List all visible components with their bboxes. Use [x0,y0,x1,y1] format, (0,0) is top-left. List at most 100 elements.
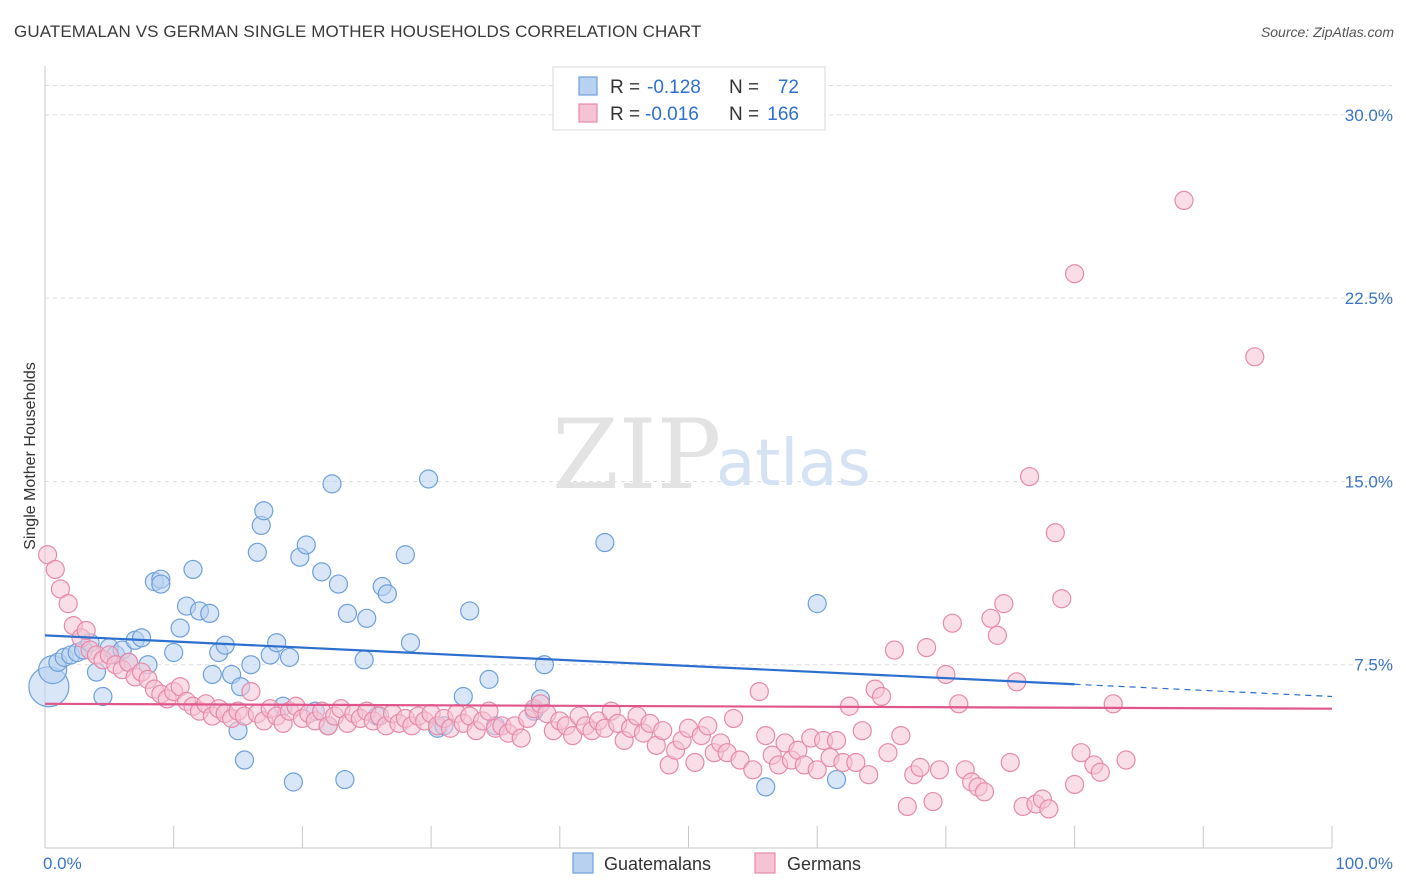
guatemalan-point-15 [131,628,152,648]
legend-r-value-2: -0.016 [645,104,699,125]
trend-germans [44,702,1333,710]
guatemalan-point-71 [826,769,847,790]
guatemalan-point-19 [151,574,171,594]
german-point-101 [685,752,705,773]
legend-r-label-2: R = [610,104,640,125]
guatemalan-point-50 [337,603,358,624]
guatemalan-point-41 [283,772,303,792]
guatemalan-point-23 [183,559,203,580]
guatemalan-point-70 [807,594,827,614]
bottom-legend-germans: Germans [787,854,861,874]
guatemalan-point-40 [279,647,300,667]
guatemalan-point-32 [234,750,255,770]
german-point-161 [1090,762,1110,782]
german-point-1 [45,559,65,580]
legend-n-label-1: N = [729,77,759,98]
bottom-legend-swatch-guatemalans [572,852,594,874]
german-point-108 [730,750,750,770]
guatemalan-point-43 [296,535,316,555]
grid [45,85,1392,666]
german-point-131 [884,640,905,660]
german-point-136 [916,638,937,658]
watermark-atlas: atlas [716,427,871,501]
german-point-82 [563,725,583,746]
legend-n-value-1: 72 [778,77,799,98]
german-point-110 [749,681,769,702]
german-point-147 [987,625,1007,645]
legend-swatch-guatemalans [578,76,598,96]
legend-r-value-1: -0.128 [647,77,701,98]
guatemalan-point-21 [170,618,190,638]
legend-n-label-2: N = [729,104,759,125]
trend-guatemalans [44,634,1075,686]
y-tick-label-3: 30.0% [1345,106,1393,125]
german-point-156 [1045,523,1065,543]
german-point-163 [1116,750,1136,770]
german-point-129 [871,686,892,707]
top-legend: R = -0.128 N = 72 R = -0.016 N = 166 [552,66,826,131]
german-point-149 [1000,752,1020,773]
guatemalan-point-51 [354,650,374,670]
x-tick-label-min: 0.0% [43,854,82,873]
german-point-145 [974,782,995,802]
german-point-135 [910,757,930,777]
german-point-133 [897,796,917,817]
y-axis-label: Single Mother Households [22,362,39,550]
german-point-126 [852,721,872,741]
guatemalan-point-68 [595,532,615,553]
german-point-158 [1064,774,1085,795]
german-point-139 [936,664,956,685]
guatemalan-point-26 [200,603,220,624]
german-point-127 [859,765,879,785]
guatemalan-point-45 [312,562,332,582]
legend-r-label-1: R = [610,77,640,98]
guatemalan-point-34 [247,542,267,562]
german-point-119 [807,760,827,780]
german-point-166 [1245,347,1265,367]
source-label: Source: ZipAtlas.com [1260,24,1394,40]
trend-guatemalans-extension [1074,683,1333,698]
german-point-165 [1174,190,1194,211]
germans-points [37,190,1265,819]
german-point-103 [698,716,718,736]
guatemalan-point-52 [357,608,377,628]
german-point-111 [756,725,776,746]
guatemalan-point-58 [418,469,439,489]
german-point-125 [846,752,866,773]
german-point-157 [1052,589,1072,609]
bottom-legend-swatch-germans [754,852,776,874]
chart-title: GUATEMALAN VS GERMAN SINGLE MOTHER HOUSE… [14,22,702,41]
guatemalan-point-61 [453,686,473,707]
guatemalan-point-20 [164,642,184,663]
guatemalan-point-25 [202,664,222,685]
legend-swatch-germans [578,103,598,123]
german-point-96 [653,721,673,741]
guatemalan-point-62 [460,601,480,621]
bottom-legend-guatemalans: Guatemalans [604,854,711,874]
guatemalan-point-55 [377,584,397,604]
guatemalan-point-36 [254,501,274,521]
top-legend-box [552,66,826,131]
watermark-zip: ZIP [552,399,721,511]
bottom-legend: Guatemalans Germans [572,852,861,874]
y-tick-label-1: 15.0% [1345,472,1393,491]
german-point-159 [1071,743,1091,763]
guatemalan-point-38 [267,633,287,653]
german-point-6 [76,620,96,641]
trend-lines [44,634,1333,710]
guatemalan-point-47 [322,474,342,494]
legend-n-value-2: 166 [767,104,799,125]
german-point-148 [994,594,1014,614]
german-point-132 [891,725,911,746]
german-point-130 [878,743,898,763]
german-point-140 [942,613,962,633]
german-point-32 [241,681,261,702]
guatemalan-point-33 [241,655,261,675]
y-tick-label-0: 7.5% [1354,656,1393,675]
german-point-155 [1039,799,1059,819]
x-tick-label-max: 100.0% [1335,854,1393,873]
german-point-122 [826,730,847,751]
y-tick-labels: 7.5% 15.0% 22.5% 30.0% [1345,106,1393,675]
guatemalan-point-56 [395,545,415,565]
